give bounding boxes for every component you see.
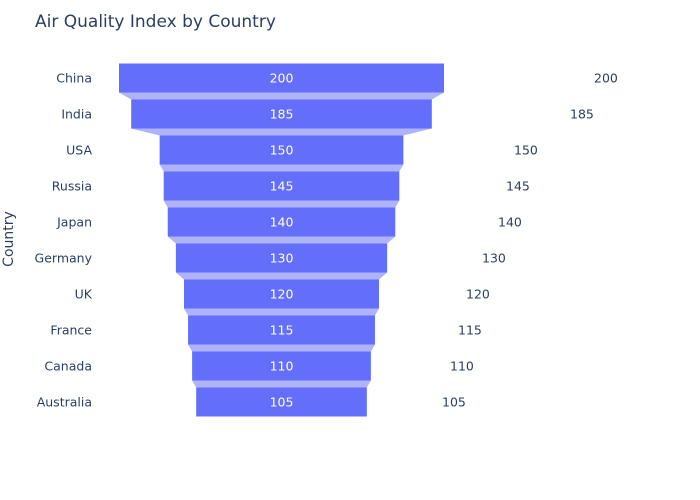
outside-value-label: 130 [482,251,506,266]
funnel-bar-india [131,99,432,129]
bar-value-label: 130 [270,251,294,266]
funnel-bar-canada [192,351,371,381]
funnel-bar-germany [175,243,388,273]
funnel-connector [192,380,371,388]
outside-value-label: 150 [514,143,538,158]
bar-value-label: 145 [270,179,294,194]
outside-value-label: 140 [498,215,522,230]
outside-value-label: 200 [594,71,618,86]
funnel-connector [167,236,396,244]
outside-value-label: 105 [442,395,466,410]
funnel-connector [159,164,404,172]
bar-value-label: 105 [270,395,294,410]
funnel-bar-australia [196,387,367,417]
funnel-connector [175,272,388,280]
bar-value-label: 120 [270,287,294,302]
y-tick-label: Germany [35,251,93,266]
funnel-bar-japan [167,207,396,237]
y-tick-label: UK [75,287,93,302]
funnel-connector [119,92,444,100]
y-tick-label: Canada [44,359,92,374]
y-tick-label: China [56,71,92,86]
y-tick-label: France [50,323,92,338]
y-tick-label: Australia [37,395,92,410]
bar-value-label: 200 [270,71,294,86]
funnel-connector [163,200,400,208]
funnel-bar-france [188,315,375,345]
outside-value-label: 185 [570,107,594,122]
outside-value-label: 145 [506,179,530,194]
bar-value-label: 185 [270,107,294,122]
y-tick-label: USA [66,143,92,158]
funnel-bar-russia [163,171,400,201]
chart-title: Air Quality Index by Country [35,12,276,32]
outside-value-label: 115 [458,323,482,338]
bar-value-label: 150 [270,143,294,158]
funnel-bar-uk [184,279,379,309]
y-tick-label: Russia [52,179,92,194]
funnel-bar-china [119,63,444,93]
outside-value-label: 120 [466,287,490,302]
funnel-connector [131,128,432,136]
funnel-connector [188,344,375,352]
y-tick-label: India [61,107,92,122]
y-tick-label: Japan [56,215,92,230]
bar-value-label: 140 [270,215,294,230]
funnel-bar-usa [159,135,404,165]
outside-value-label: 110 [450,359,474,374]
funnel-connector [184,308,379,316]
bar-value-label: 115 [270,323,294,338]
bar-value-label: 110 [270,359,294,374]
